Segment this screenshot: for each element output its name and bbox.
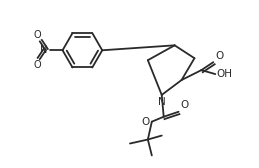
Text: N: N [158, 97, 166, 107]
Text: O: O [181, 100, 189, 110]
Text: O: O [142, 117, 150, 127]
Text: O: O [215, 51, 224, 61]
Text: O: O [34, 60, 42, 70]
Text: OH: OH [216, 69, 232, 79]
Text: O: O [34, 30, 42, 40]
Text: N: N [40, 45, 48, 55]
